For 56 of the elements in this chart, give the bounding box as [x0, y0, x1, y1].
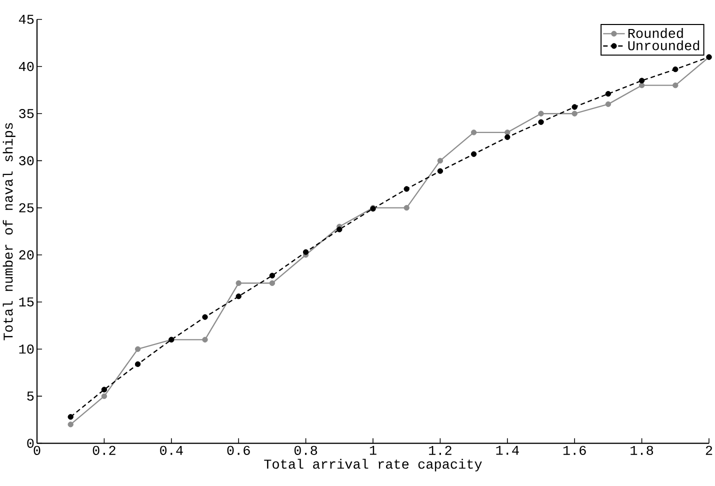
point [470, 130, 477, 136]
x-tick-label: 0.6 [227, 446, 250, 455]
y-tick-label: 45 [18, 14, 34, 24]
point [538, 110, 544, 116]
y-tick-label: 15 [19, 297, 34, 306]
point [638, 78, 645, 84]
x-tick-label: 1.6 [563, 446, 586, 455]
point [68, 414, 74, 420]
point [302, 249, 309, 255]
point [202, 336, 208, 343]
point [538, 119, 544, 125]
point [572, 104, 578, 110]
point [605, 101, 612, 108]
point [134, 361, 141, 368]
point [202, 314, 208, 320]
point [672, 82, 678, 88]
point [68, 422, 74, 428]
x-tick-label: 0.8 [294, 446, 318, 455]
point [672, 66, 678, 72]
y-tick-label: 30 [19, 156, 34, 166]
y-tick-label: 0 [27, 438, 34, 448]
y-tick-label: 20 [19, 250, 34, 260]
point [470, 151, 477, 157]
x-tick-label: 1.4 [496, 446, 519, 455]
point [236, 280, 242, 286]
y-tick-label: 10 [19, 344, 34, 354]
x-tick-label: 1.8 [630, 446, 654, 455]
x-tick-label: 1.2 [429, 446, 452, 455]
point [437, 158, 444, 164]
x-tick-label: 0 [34, 446, 40, 455]
point [269, 280, 276, 286]
x-axis-title: Total arrival rate capacity [264, 458, 482, 472]
point [236, 293, 242, 300]
x-tick-label: 2 [706, 446, 712, 455]
point [504, 134, 510, 140]
legend-label: Rounded [628, 28, 683, 38]
point [404, 186, 410, 192]
x-tick-label: 1 [370, 446, 376, 455]
point [504, 130, 510, 136]
point [605, 90, 612, 97]
y-axis-title: Total number of naval ships [2, 123, 16, 340]
point [134, 346, 141, 352]
x-tick-label: 0.4 [160, 446, 183, 455]
point [336, 226, 342, 232]
point [437, 168, 444, 174]
point [101, 386, 108, 392]
y-tick-label: 40 [18, 62, 34, 72]
y-tick-label: 25 [19, 203, 34, 212]
point [572, 110, 578, 116]
y-tick-label: 35 [19, 109, 34, 118]
point [404, 204, 410, 211]
point [101, 393, 108, 400]
point [269, 272, 276, 278]
x-tick-label: 0.2 [92, 446, 116, 455]
legend-label: Unrounded [628, 40, 700, 50]
y-tick-label: 5 [27, 392, 34, 401]
